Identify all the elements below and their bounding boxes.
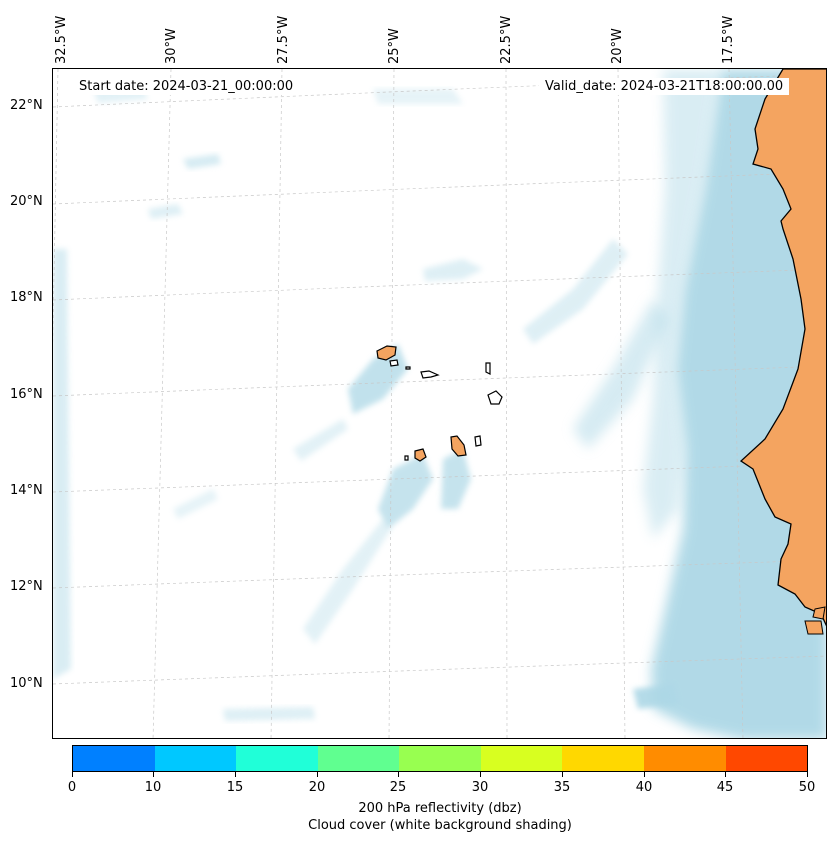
cloud-cover-layer — [53, 69, 826, 738]
colorbar-tick — [725, 772, 726, 777]
lat-label-12n: 12°N — [10, 579, 43, 594]
sao-vicente-island — [389, 359, 399, 367]
start-date-label: Start date: 2024-03-21_00:00:00 — [73, 78, 300, 95]
lat-label-22n: 22°N — [10, 98, 43, 113]
sao-nicolau-island — [420, 370, 440, 379]
colorbar-segment-10-15 — [154, 746, 237, 771]
colorbar-segment-15-20 — [236, 746, 318, 771]
colorbar-tick — [153, 772, 154, 777]
lat-label-16n: 16°N — [10, 387, 43, 402]
colorbar-tick-label: 50 — [798, 780, 816, 795]
bissagos-island-2 — [804, 620, 824, 635]
colorbar-segment-30-35 — [480, 746, 563, 771]
africa-landmass — [739, 69, 826, 627]
colorbar-tick-label: 40 — [635, 780, 653, 795]
graticule — [53, 69, 826, 738]
santiago-island — [450, 435, 467, 457]
lat-label-20n: 20°N — [10, 194, 43, 209]
sal-island — [485, 362, 491, 375]
santa-luzia-island — [405, 366, 411, 370]
colorbar-tick-label: 30 — [471, 780, 489, 795]
colorbar-segment-35-40 — [562, 746, 644, 771]
colorbar — [72, 745, 808, 772]
colorbar-tick — [317, 772, 318, 777]
colorbar-title: 200 hPa reflectivity (dbz) — [358, 801, 522, 816]
colorbar-segment-40-45 — [643, 746, 726, 771]
colorbar-tick — [235, 772, 236, 777]
cape-verde-islands — [376, 345, 503, 462]
lat-label-10n: 10°N — [10, 676, 43, 691]
lon-label-25w: 25°W — [387, 28, 402, 64]
lat-label-14n: 14°N — [10, 483, 43, 498]
colorbar-tick — [644, 772, 645, 777]
colorbar-tick-label: 45 — [716, 780, 734, 795]
lat-label-18n: 18°N — [10, 290, 43, 305]
colorbar-tick — [562, 772, 563, 777]
colorbar-tick-label: 15 — [226, 780, 244, 795]
map-panel[interactable]: Start date: 2024-03-21_00:00:00 Valid_da… — [52, 68, 827, 739]
bissagos-island — [812, 606, 826, 620]
colorbar-segment-25-30 — [399, 746, 481, 771]
colorbar-tick-label: 10 — [144, 780, 162, 795]
colorbar-tick-label: 0 — [67, 780, 77, 795]
lon-label-30w: 30°W — [164, 28, 179, 64]
colorbar-tick — [480, 772, 481, 777]
colorbar-tick — [807, 772, 808, 777]
lon-label-20w: 20°W — [610, 28, 625, 64]
lon-label-17-5w: 17.5°W — [721, 15, 736, 64]
colorbar-tick-label: 35 — [553, 780, 571, 795]
lon-label-32-5w: 32.5°W — [54, 15, 69, 64]
colorbar-tick — [398, 772, 399, 777]
colorbar-subtitle: Cloud cover (white background shading) — [308, 818, 572, 833]
colorbar-tick — [72, 772, 73, 777]
santo-antao-island — [376, 345, 397, 361]
boa-vista-island — [487, 390, 503, 405]
lon-label-27-5w: 27.5°W — [276, 15, 291, 64]
colorbar-segment-20-25 — [317, 746, 400, 771]
colorbar-tick-label: 25 — [389, 780, 407, 795]
colorbar-tick-label: 20 — [308, 780, 326, 795]
colorbar-segment-45-50 — [725, 746, 808, 771]
valid-date-label: Valid_date: 2024-03-21T18:00:00.00 — [539, 78, 790, 95]
lon-label-22-5w: 22.5°W — [499, 15, 514, 64]
colorbar-segment-0-10 — [73, 746, 155, 771]
brava-island — [404, 455, 409, 461]
fogo-island — [414, 448, 427, 462]
maio-island — [474, 435, 482, 447]
map-canvas — [53, 69, 826, 738]
